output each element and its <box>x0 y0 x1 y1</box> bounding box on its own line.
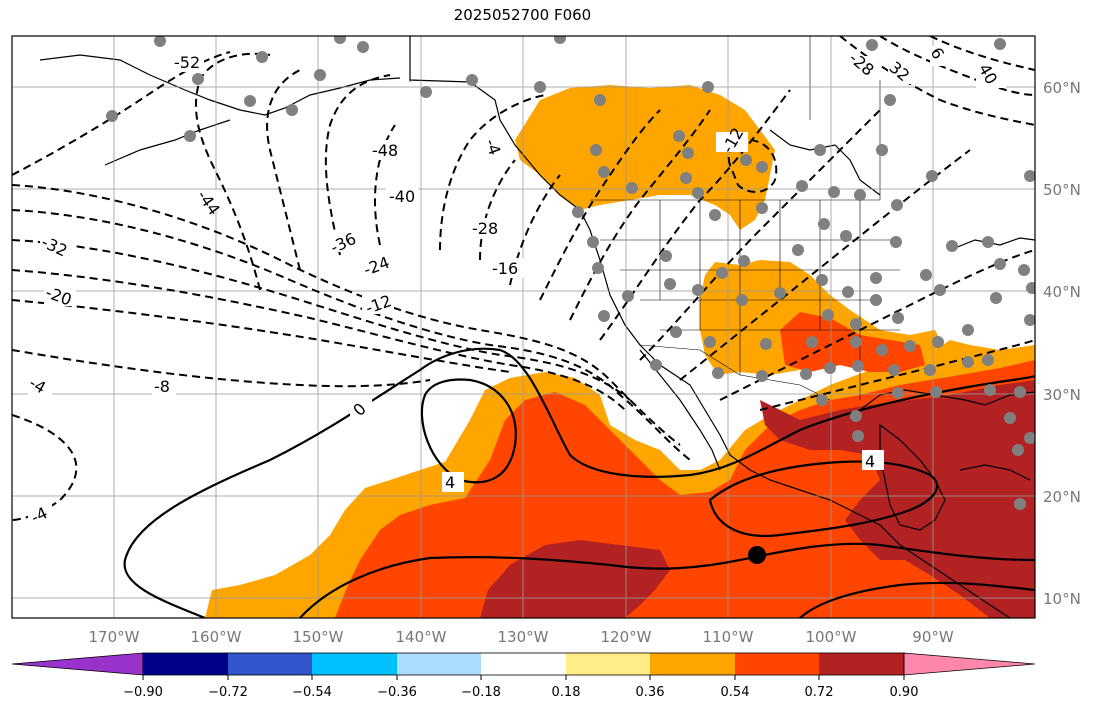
colorbar-tick-label: −0.18 <box>461 685 501 700</box>
colorbar-segment <box>735 653 819 675</box>
lon-label: 150°W <box>293 628 344 646</box>
map-title: 2025052700 F060 <box>453 6 592 24</box>
lat-label: 40°N <box>1043 283 1081 301</box>
colorbar-segment <box>397 653 481 675</box>
latitude-labels: 10°N 20°N 30°N 40°N 50°N 60°N <box>1043 79 1081 608</box>
contour-label: -4 <box>28 503 50 527</box>
lon-label: 160°W <box>191 628 242 646</box>
solid-contours <box>123 347 1035 618</box>
map-panel: -52 -48 -44 -40 -36 -32 -28 -28 -24 -20 … <box>12 36 1035 618</box>
contour-label: -40 <box>389 187 415 206</box>
lon-label: 130°W <box>498 628 549 646</box>
lon-label: 140°W <box>396 628 447 646</box>
lat-label: 10°N <box>1043 590 1081 608</box>
lat-label: 60°N <box>1043 79 1081 97</box>
shade-orange-north <box>515 85 775 230</box>
lon-label: 100°W <box>806 628 857 646</box>
shade-darkred-east <box>760 380 1035 618</box>
lat-label: 20°N <box>1043 488 1081 506</box>
contour-label: 4 <box>445 473 455 492</box>
lon-label: 110°W <box>703 628 754 646</box>
storm-center-marker <box>748 546 766 564</box>
colorbar-tick-label: −0.90 <box>123 685 163 700</box>
contour-label: -48 <box>372 141 398 160</box>
contour-label: 4 <box>865 452 875 471</box>
colorbar-segment <box>650 653 735 675</box>
colorbar-segment <box>228 653 312 675</box>
contour-label: -28 <box>472 219 498 238</box>
lon-label: 170°W <box>89 628 140 646</box>
lat-label: 50°N <box>1043 181 1081 199</box>
colorbar-tick-label: 0.54 <box>721 685 750 700</box>
colorbar-segment <box>481 653 566 675</box>
coastlines <box>39 36 1035 618</box>
gridlines <box>12 36 1035 618</box>
colorbar-segment <box>312 653 397 675</box>
colorbar-segment <box>143 653 228 675</box>
contour-label: -16 <box>492 259 518 278</box>
colorbar-min-extension <box>11 652 144 676</box>
map-frame <box>11 35 1036 619</box>
colorbar-tick-label: 0.72 <box>805 685 834 700</box>
longitude-labels: 170°W 160°W 150°W 140°W 130°W 120°W 110°… <box>89 628 954 646</box>
colorbar-segment <box>566 653 650 675</box>
lon-label: 90°W <box>912 628 954 646</box>
contour-label: -4 <box>481 136 504 157</box>
contour-label: -8 <box>154 377 170 396</box>
colorbar-max-extension <box>903 652 1036 676</box>
contour-label-group: -52 -48 -44 -40 -36 -32 -28 -28 -24 -20 … <box>26 44 1006 527</box>
contour-label: -52 <box>174 53 200 72</box>
colorbar-tick-label: −0.72 <box>208 685 248 700</box>
colorbar: −0.90 −0.72 −0.54 −0.36 −0.18 0.18 0.36 … <box>11 652 1036 700</box>
colorbar-tick-label: −0.36 <box>377 685 417 700</box>
lon-label: 120°W <box>601 628 652 646</box>
station-dots <box>106 36 1035 510</box>
colorbar-tick-label: 0.36 <box>636 685 665 700</box>
colorbar-tick-label: −0.54 <box>292 685 332 700</box>
colorbar-tick-label: 0.18 <box>552 685 581 700</box>
lat-label: 30°N <box>1043 386 1081 404</box>
colorbar-tick-label: 0.90 <box>890 685 919 700</box>
colorbar-ticks <box>142 675 905 680</box>
colorbar-segment <box>819 653 904 675</box>
